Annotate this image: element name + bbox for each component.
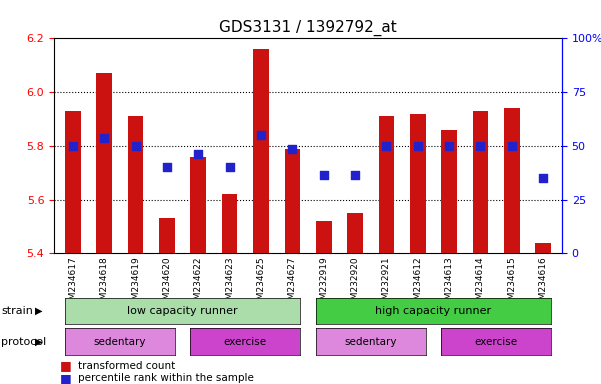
Point [131,143,141,149]
Point [413,143,423,149]
Bar [472,111,488,253]
Text: ■: ■ [60,372,72,384]
Point [162,164,172,170]
Bar [504,108,520,253]
Point [256,132,266,138]
Point [287,146,297,152]
Text: transformed count: transformed count [78,361,175,371]
Bar [96,73,112,253]
Point [538,175,548,181]
Text: ▶: ▶ [35,306,42,316]
Bar [441,130,457,253]
Text: strain: strain [1,306,33,316]
Point [382,143,391,149]
Point [319,172,329,179]
Text: exercise: exercise [224,337,267,347]
Bar [65,111,81,253]
Bar [347,213,363,253]
Point [444,143,454,149]
Text: percentile rank within the sample: percentile rank within the sample [78,373,254,383]
Point [475,143,485,149]
Bar [128,116,144,253]
Point [68,143,78,149]
Bar [253,49,269,253]
Text: sedentary: sedentary [94,337,146,347]
Point [99,135,109,141]
Bar [159,218,175,253]
Point [507,143,517,149]
Bar [222,194,237,253]
Text: ▶: ▶ [35,337,42,347]
Title: GDS3131 / 1392792_at: GDS3131 / 1392792_at [219,20,397,36]
Text: exercise: exercise [475,337,517,347]
Bar [379,116,394,253]
Bar [284,149,300,253]
Bar [191,157,206,253]
Text: ■: ■ [60,359,72,372]
Point [194,151,203,157]
Bar [316,221,332,253]
Point [350,172,360,179]
Text: high capacity runner: high capacity runner [376,306,492,316]
Text: sedentary: sedentary [344,337,397,347]
Text: protocol: protocol [1,337,46,347]
Point [225,164,234,170]
Bar [410,114,426,253]
Text: low capacity runner: low capacity runner [127,306,238,316]
Bar [535,243,551,253]
